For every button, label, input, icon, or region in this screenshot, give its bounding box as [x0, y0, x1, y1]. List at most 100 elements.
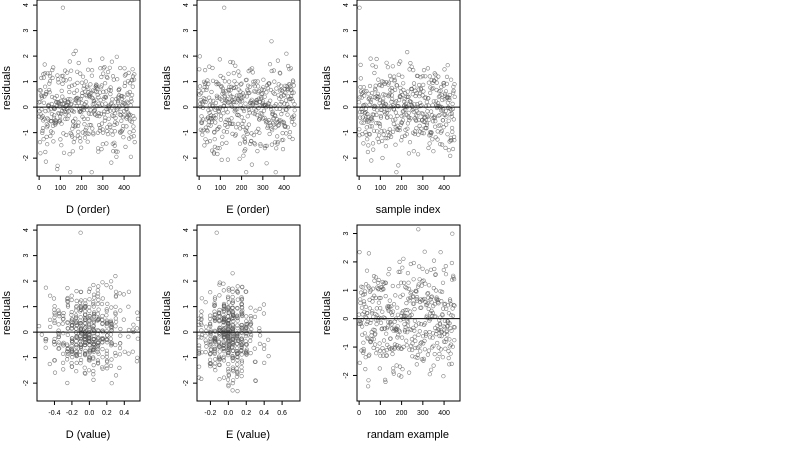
data-point	[221, 375, 227, 380]
data-point	[434, 332, 439, 337]
plot-frame	[196, 224, 301, 402]
y-axis-label: residuals	[1, 290, 13, 335]
data-point	[252, 346, 257, 351]
data-point	[203, 96, 208, 102]
y-tick-label: 3	[23, 29, 30, 33]
data-point	[66, 84, 72, 89]
data-point	[126, 70, 131, 75]
data-point	[91, 326, 96, 331]
data-point	[221, 75, 226, 80]
y-tick-label: 2	[23, 54, 30, 58]
data-point	[213, 312, 218, 317]
data-point	[208, 323, 213, 329]
data-point	[207, 139, 213, 144]
data-point	[437, 112, 442, 118]
data-point	[126, 289, 131, 294]
data-point	[252, 111, 257, 117]
data-point	[226, 367, 231, 372]
data-point	[122, 66, 127, 71]
data-point	[64, 357, 70, 362]
data-point	[375, 108, 380, 113]
data-point	[61, 73, 66, 78]
data-point	[88, 82, 93, 87]
data-point	[208, 357, 213, 362]
data-point	[221, 349, 227, 354]
data-point	[108, 279, 114, 284]
data-point	[239, 336, 244, 341]
data-point	[258, 115, 263, 120]
data-point	[370, 118, 375, 123]
data-point	[204, 87, 209, 92]
data-point	[267, 81, 272, 86]
data-point	[78, 230, 83, 235]
data-point	[112, 111, 118, 116]
data-point	[406, 319, 411, 325]
data-point	[389, 310, 394, 315]
data-point	[247, 90, 252, 95]
data-point	[412, 102, 417, 107]
data-point	[386, 80, 392, 85]
data-point	[381, 92, 386, 97]
data-point	[234, 366, 239, 371]
data-point	[442, 325, 447, 330]
data-point	[92, 107, 97, 112]
data-point	[360, 324, 365, 329]
data-point	[396, 269, 401, 275]
data-point	[213, 113, 218, 118]
data-point	[366, 378, 371, 383]
data-point	[199, 335, 204, 340]
data-point	[69, 317, 74, 322]
data-point	[377, 133, 382, 138]
data-point	[290, 99, 295, 104]
data-point	[56, 340, 61, 345]
x-axis-label: sample index	[376, 204, 441, 216]
data-point	[285, 112, 290, 117]
data-point	[221, 339, 226, 344]
data-point	[239, 349, 244, 354]
data-point	[248, 314, 253, 319]
data-point	[109, 326, 114, 331]
data-point	[97, 113, 102, 119]
data-point	[426, 291, 431, 296]
data-point	[84, 99, 89, 105]
data-point	[378, 115, 384, 120]
data-point	[427, 335, 433, 340]
data-point	[222, 316, 227, 322]
data-point	[241, 108, 247, 114]
x-tick-label: 0.4	[259, 410, 269, 417]
data-point	[439, 299, 444, 304]
data-point	[58, 137, 63, 142]
data-point	[214, 230, 219, 235]
data-point	[396, 284, 401, 289]
data-point	[391, 118, 396, 123]
data-point	[381, 338, 387, 343]
data-point	[226, 384, 231, 389]
data-point	[391, 369, 396, 374]
data-point	[397, 93, 403, 99]
data-point	[258, 142, 263, 147]
y-tick-label: -1	[343, 344, 350, 350]
data-point	[95, 130, 100, 135]
data-point	[208, 322, 213, 327]
data-point	[212, 338, 218, 343]
data-point	[197, 343, 202, 348]
data-point	[243, 334, 248, 339]
data-point	[237, 93, 242, 98]
data-point	[105, 340, 110, 345]
data-point	[374, 351, 379, 356]
data-point	[99, 83, 104, 88]
data-point	[236, 113, 241, 118]
data-point	[384, 353, 389, 358]
data-point	[235, 389, 240, 394]
data-point	[449, 138, 454, 143]
data-point	[43, 108, 48, 114]
data-point	[247, 84, 252, 89]
data-point	[235, 323, 240, 328]
y-tick-label: 0	[343, 105, 350, 109]
data-point	[226, 300, 231, 305]
data-point	[452, 82, 457, 87]
data-point	[247, 107, 252, 113]
data-point	[111, 149, 116, 154]
